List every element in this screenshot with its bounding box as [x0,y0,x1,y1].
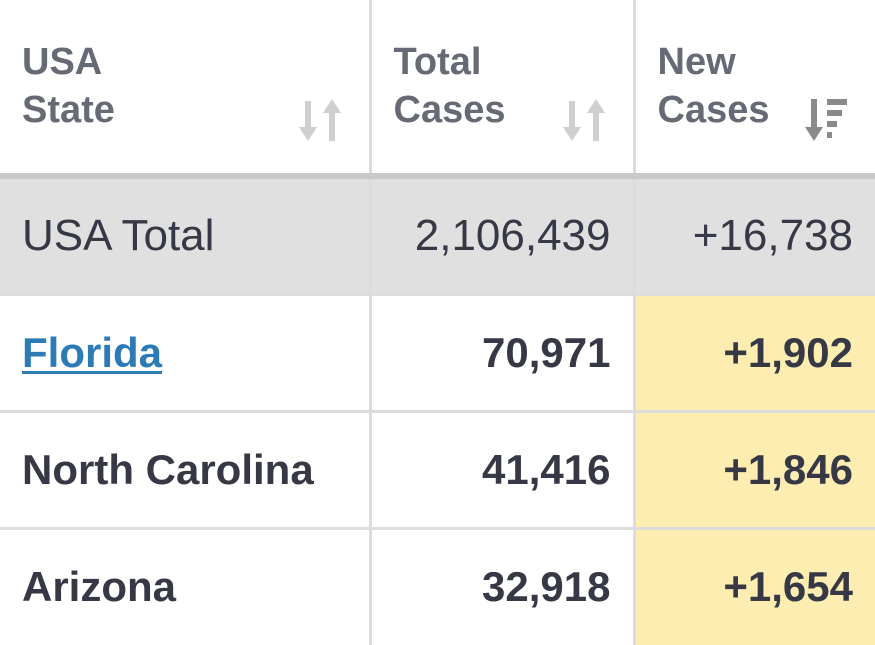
new-cases-cell: +1,902 [632,292,875,413]
total-row-new-cases: +16,738 [632,174,875,296]
column-header-label: New [657,41,736,83]
state-cell: Arizona [0,526,372,645]
column-header-label: State [22,88,115,131]
state-link-florida[interactable]: Florida [22,328,163,376]
table-body: USA Total 2,106,439 +16,738 Florida 70,9… [0,174,875,645]
unsorted-icon[interactable] [562,97,607,143]
column-header-label: Cases [657,88,770,131]
column-header-label: Total [393,41,482,83]
column-header-label: USA [22,41,103,83]
table-row: Arizona 32,918 +1,654 [0,526,875,645]
column-header-label: Cases [393,88,506,131]
total-row-total-cases: 2,106,439 [368,174,636,296]
unsorted-icon[interactable] [298,97,343,143]
state-cell: Florida [0,292,372,413]
total-cases-cell: 41,416 [368,409,636,530]
new-cases-cell: +1,846 [632,409,875,530]
column-header-usa-state[interactable]: USA State [0,0,372,179]
total-row: USA Total 2,106,439 +16,738 [0,174,875,296]
column-header-new-cases[interactable]: New Cases [632,0,875,179]
total-cases-cell: 70,971 [368,292,636,413]
state-cell: North Carolina [0,409,372,530]
new-cases-cell: +1,654 [632,526,875,645]
total-row-label: USA Total [0,174,372,296]
table-header: USA State Total Cases [0,0,875,179]
table-row: North Carolina 41,416 +1,846 [0,409,875,530]
total-cases-cell: 32,918 [368,526,636,645]
header-row: USA State Total Cases [0,0,875,179]
sort-descending-icon[interactable] [805,97,849,143]
table-row: Florida 70,971 +1,902 [0,292,875,413]
column-header-total-cases[interactable]: Total Cases [368,0,636,179]
